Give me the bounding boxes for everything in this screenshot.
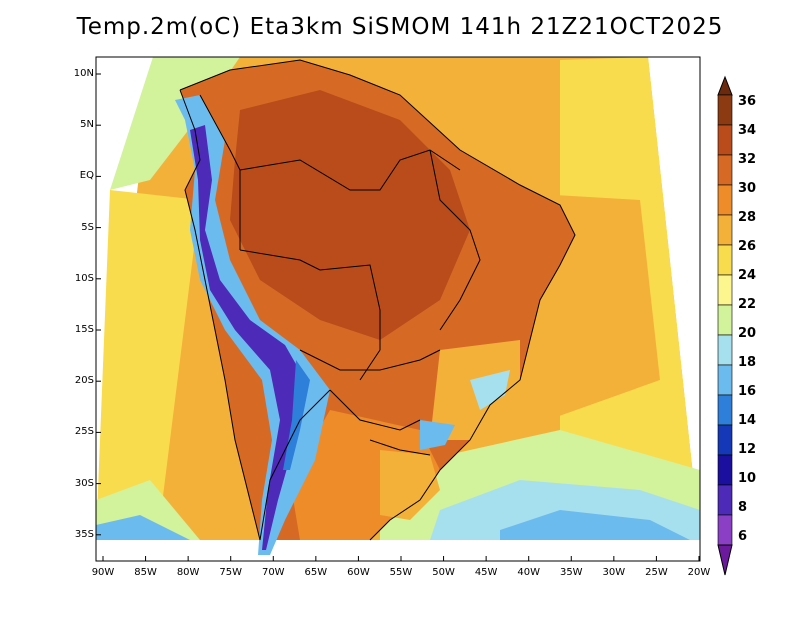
colorbar-label: 8 — [738, 500, 748, 515]
colorbar-top-arrow — [717, 75, 733, 96]
south-pacific-blue — [96, 515, 190, 540]
map-title: Temp.2m(oC) Eta3km SiSMOM 141h 21Z21OCT2… — [76, 14, 724, 40]
southeast-highlands-cool — [470, 370, 510, 410]
andes-high-peaks — [190, 125, 305, 550]
colorbar-label: 6 — [738, 529, 748, 544]
colorbar-label: 22 — [738, 297, 757, 312]
lon-label: 80W — [176, 567, 200, 578]
colorbar-segment — [717, 514, 733, 546]
lon-label: 55W — [389, 567, 413, 578]
uruguay-mild — [380, 450, 440, 520]
colorbar — [717, 75, 733, 576]
colorbar-label: 10 — [738, 471, 757, 486]
colorbar-segment — [717, 394, 733, 426]
lat-label: 15S — [74, 324, 94, 335]
colorbar-segment — [717, 484, 733, 516]
colorbar-label: 28 — [738, 210, 757, 225]
lon-label: 20W — [687, 567, 711, 578]
lat-label: EQ — [79, 170, 94, 182]
south-atlantic-deep — [500, 510, 690, 540]
colorbar-label: 32 — [738, 152, 757, 167]
lon-label: 25W — [645, 567, 668, 578]
lon-label: 60W — [347, 567, 370, 578]
colorbar-label: 26 — [738, 239, 757, 254]
colorbar-segment — [717, 154, 733, 186]
andes-coldest — [283, 360, 310, 470]
colorbar-label: 12 — [738, 442, 757, 457]
lat-label: 10S — [74, 272, 94, 284]
colorbar-label: 20 — [738, 326, 757, 341]
coastline — [179, 59, 576, 541]
colorbar-segment — [717, 304, 733, 336]
lon-label: 40W — [517, 567, 540, 578]
colorbar-label: 18 — [738, 355, 757, 370]
amazon-hot-zone — [230, 90, 470, 340]
colorbar-segment — [717, 274, 733, 306]
lat-label: 20S — [74, 375, 94, 387]
colorbar-bottom-arrow — [717, 544, 733, 576]
colorbar-segment — [717, 364, 733, 396]
colorbar-segment — [717, 214, 733, 246]
lon-label: 75W — [219, 567, 243, 578]
pacific-yellow-band — [96, 190, 200, 540]
colorbar-segment — [717, 424, 733, 456]
colorbar-segment — [717, 244, 733, 276]
colorbar-label: 14 — [738, 413, 757, 428]
lat-ticks — [96, 73, 101, 536]
country-borders — [199, 94, 481, 541]
colorbar-label: 24 — [738, 268, 757, 283]
colorbar-label: 36 — [738, 94, 757, 109]
lat-label: 25S — [74, 426, 94, 438]
colorbar-segment — [717, 124, 733, 156]
lon-label: 90W — [91, 567, 115, 578]
colorbar-label: 30 — [738, 181, 757, 196]
colorbar-segment — [717, 94, 733, 126]
colorbar-segment — [717, 454, 733, 486]
lon-label: 45W — [474, 567, 498, 578]
colorbar-label: 16 — [738, 384, 757, 399]
lat-label: 35S — [74, 528, 94, 540]
lat-label: 5S — [81, 221, 94, 233]
colorbar-segment — [717, 334, 733, 366]
lon-label: 35W — [559, 567, 583, 578]
lat-label: 10N — [73, 68, 94, 79]
lat-label: 5N — [80, 119, 94, 131]
south-brazil-cool — [420, 420, 455, 450]
plot-frame — [95, 56, 701, 562]
colorbar-segment — [717, 184, 733, 216]
lon-label: 50W — [432, 567, 455, 578]
lat-label: 30S — [74, 477, 94, 489]
lon-label: 70W — [261, 567, 285, 578]
lon-label: 30W — [602, 567, 626, 578]
lon-label: 85W — [134, 567, 157, 578]
lon-ticks — [102, 556, 700, 561]
colorbar-label: 34 — [738, 123, 757, 138]
lon-label: 65W — [304, 567, 328, 578]
